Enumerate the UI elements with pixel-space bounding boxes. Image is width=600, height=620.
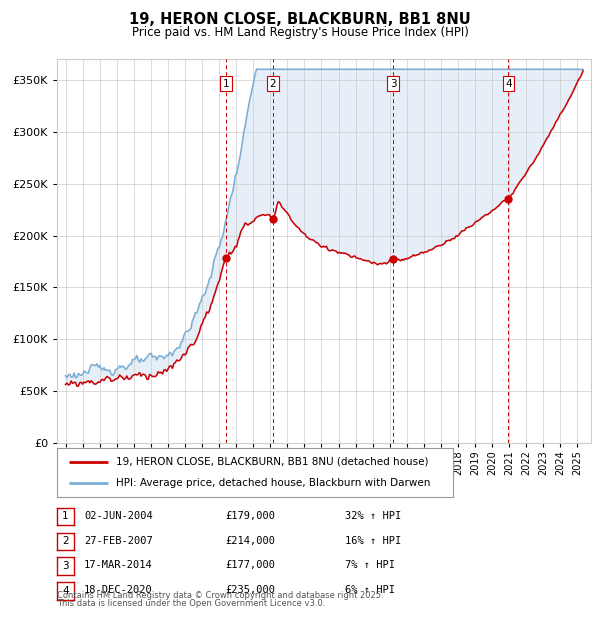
Text: Contains HM Land Registry data © Crown copyright and database right 2025.: Contains HM Land Registry data © Crown c… (57, 591, 383, 600)
Text: 17-MAR-2014: 17-MAR-2014 (84, 560, 153, 570)
Text: 3: 3 (62, 561, 69, 571)
Text: Price paid vs. HM Land Registry's House Price Index (HPI): Price paid vs. HM Land Registry's House … (131, 26, 469, 39)
Text: 32% ↑ HPI: 32% ↑ HPI (345, 511, 401, 521)
Text: 18-DEC-2020: 18-DEC-2020 (84, 585, 153, 595)
Text: HPI: Average price, detached house, Blackburn with Darwen: HPI: Average price, detached house, Blac… (116, 479, 431, 489)
Text: 7% ↑ HPI: 7% ↑ HPI (345, 560, 395, 570)
Text: 6% ↑ HPI: 6% ↑ HPI (345, 585, 395, 595)
Text: £179,000: £179,000 (225, 511, 275, 521)
Text: £177,000: £177,000 (225, 560, 275, 570)
Text: 2: 2 (62, 536, 69, 546)
Text: 4: 4 (505, 79, 512, 89)
Text: 2: 2 (269, 79, 277, 89)
Text: 3: 3 (390, 79, 397, 89)
Text: This data is licensed under the Open Government Licence v3.0.: This data is licensed under the Open Gov… (57, 598, 325, 608)
Text: 02-JUN-2004: 02-JUN-2004 (84, 511, 153, 521)
Text: 4: 4 (62, 586, 69, 596)
Text: £235,000: £235,000 (225, 585, 275, 595)
Text: £214,000: £214,000 (225, 536, 275, 546)
Text: 27-FEB-2007: 27-FEB-2007 (84, 536, 153, 546)
Text: 19, HERON CLOSE, BLACKBURN, BB1 8NU (detached house): 19, HERON CLOSE, BLACKBURN, BB1 8NU (det… (116, 456, 429, 466)
Text: 16% ↑ HPI: 16% ↑ HPI (345, 536, 401, 546)
Text: 19, HERON CLOSE, BLACKBURN, BB1 8NU: 19, HERON CLOSE, BLACKBURN, BB1 8NU (129, 12, 471, 27)
Text: 1: 1 (62, 512, 69, 521)
Text: 1: 1 (223, 79, 230, 89)
